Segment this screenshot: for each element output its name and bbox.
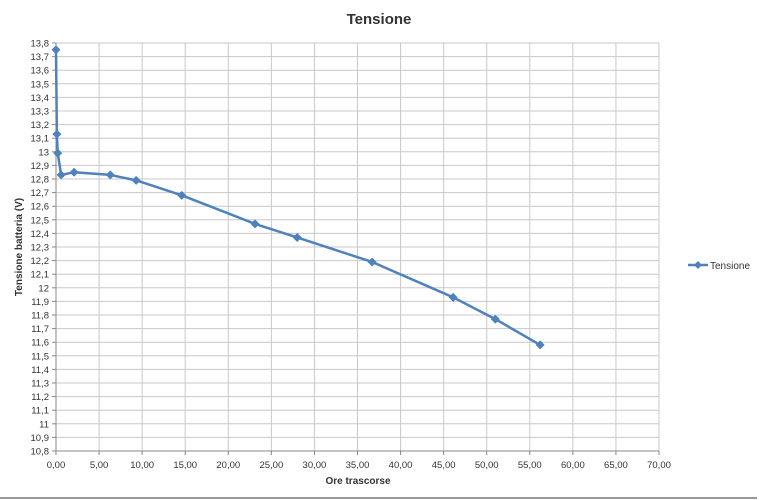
y-tick-label: 11,6 (31, 338, 49, 349)
y-tick-label: 12 (38, 283, 49, 294)
y-tick-label: 13,8 (31, 39, 50, 50)
x-tick-label: 50,00 (475, 460, 499, 471)
chart-title: Tensione (347, 11, 412, 28)
x-tick-label: 10,00 (130, 460, 154, 471)
data-point (367, 257, 377, 267)
gridlines (52, 42, 660, 455)
y-tick-label: 11,1 (31, 406, 49, 417)
y-tick-label: 11,7 (31, 324, 49, 335)
y-tick-label: 10,9 (31, 433, 50, 444)
y-tick-label: 12,8 (31, 175, 50, 186)
data-point (105, 170, 115, 180)
y-tick-label: 13,7 (31, 52, 50, 63)
x-tick-label: 35,00 (346, 460, 370, 471)
series-tensione (51, 45, 545, 350)
y-tick-label: 12,1 (31, 270, 50, 281)
data-point (51, 45, 61, 55)
data-point (52, 129, 62, 139)
y-tick-label: 12,9 (31, 161, 50, 172)
x-tick-label: 45,00 (432, 460, 456, 471)
x-tick-label: 30,00 (303, 460, 327, 471)
y-tick-label: 13,1 (31, 134, 50, 145)
x-tick-label: 65,00 (604, 460, 628, 471)
tick-labels: 0,00 5,00 10,00 15,00 20,00 25,00 30,00 35,00 40… (31, 39, 671, 472)
y-tick-label: 13,5 (31, 79, 50, 90)
legend-label: Tensione (710, 261, 750, 272)
data-point (535, 340, 545, 350)
data-point (177, 190, 187, 200)
y-tick-label: 12,7 (31, 188, 50, 199)
y-tick-label: 12,5 (31, 215, 50, 226)
x-tick-label: 0,00 (47, 460, 66, 471)
y-tick-label: 13,4 (31, 93, 50, 104)
series-line (54, 49, 541, 347)
y-axis-label: Tensione batteria (V) (14, 198, 25, 296)
x-tick-label: 25,00 (259, 460, 283, 471)
y-tick-label: 11 (39, 419, 49, 430)
y-tick-label: 11,8 (31, 311, 49, 322)
x-tick-label: 60,00 (561, 460, 585, 471)
x-tick-label: 20,00 (216, 460, 240, 471)
y-tick-label: 12,6 (31, 202, 50, 213)
x-tick-label: 55,00 (518, 460, 542, 471)
y-tick-label: 10,8 (31, 447, 50, 458)
x-axis-label: Ore trascorse (325, 476, 390, 487)
data-point (131, 175, 141, 185)
y-tick-label: 11,9 (31, 297, 49, 308)
data-point (292, 232, 302, 242)
x-tick-label: 70,00 (647, 460, 671, 471)
y-tick-label: 12,2 (31, 256, 50, 267)
data-point (490, 314, 500, 324)
data-point (250, 219, 260, 229)
y-tick-label: 12,4 (31, 229, 50, 240)
x-tick-label: 40,00 (389, 460, 413, 471)
data-point (69, 167, 79, 177)
y-tick-label: 12,3 (31, 243, 50, 254)
y-tick-label: 13,3 (31, 107, 50, 118)
data-point (56, 170, 66, 180)
data-point (448, 292, 458, 302)
x-tick-label: 5,00 (90, 460, 109, 471)
y-tick-label: 11,2 (31, 392, 49, 403)
legend: Tensione (688, 261, 750, 272)
data-point (53, 148, 63, 158)
y-tick-label: 11,3 (31, 379, 49, 390)
y-tick-label: 13 (38, 147, 49, 158)
legend-marker (694, 261, 702, 269)
y-tick-label: 11,4 (31, 365, 49, 376)
x-tick-label: 15,00 (173, 460, 197, 471)
y-tick-label: 11,5 (31, 351, 49, 362)
y-tick-label: 13,2 (31, 120, 50, 131)
y-tick-label: 13,6 (31, 66, 50, 77)
